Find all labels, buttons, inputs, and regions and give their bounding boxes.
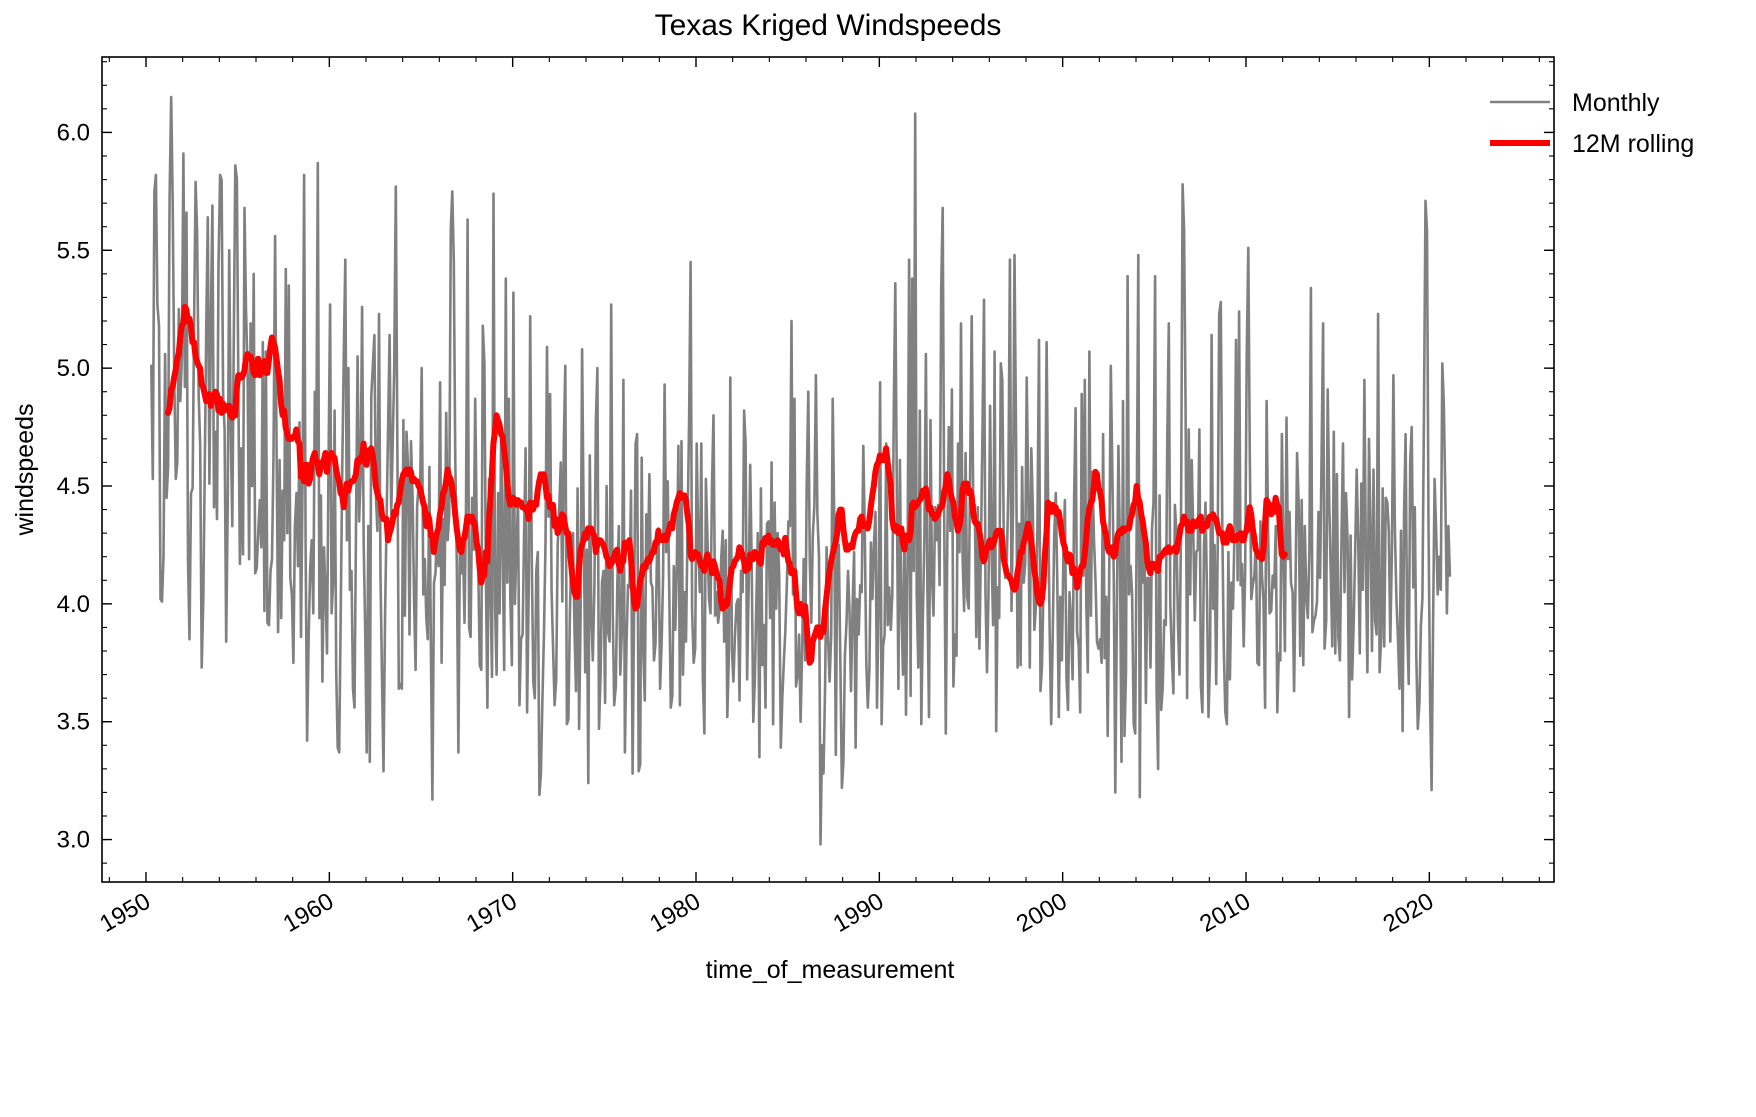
x-tick-label: 1980 [645, 888, 705, 938]
x-axis-label: time_of_measurement [706, 956, 955, 984]
y-tick-label: 3.0 [57, 827, 90, 854]
y-tick-label: 5.5 [57, 237, 90, 264]
y-tick-label: 4.5 [57, 473, 90, 500]
legend: Monthly 12M rolling [1490, 89, 1694, 158]
series-layer [150, 95, 1452, 846]
y-tick-label: 6.0 [57, 119, 90, 146]
x-tick-label: 2020 [1379, 888, 1439, 938]
x-tick-label: 1960 [279, 888, 339, 938]
x-tick-label: 1970 [462, 888, 522, 938]
y-tick-label: 5.0 [57, 355, 90, 382]
series-line-rolling [165, 303, 1288, 666]
chart-title: Texas Kriged Windspeeds [655, 9, 1002, 42]
x-tick-label: 2010 [1195, 888, 1255, 938]
legend-label-monthly: Monthly [1572, 89, 1660, 117]
x-tick-label: 1990 [829, 888, 889, 938]
legend-label-rolling: 12M rolling [1572, 130, 1694, 158]
x-tick-label: 2000 [1012, 888, 1072, 938]
series-line-monthly [150, 95, 1452, 846]
x-tick-label: 1950 [95, 888, 155, 938]
y-axis-label: windspeeds [11, 403, 39, 536]
plot-frame [101, 56, 1555, 883]
y-tick-label: 3.5 [57, 709, 90, 736]
y-tick-label: 4.0 [57, 591, 90, 618]
